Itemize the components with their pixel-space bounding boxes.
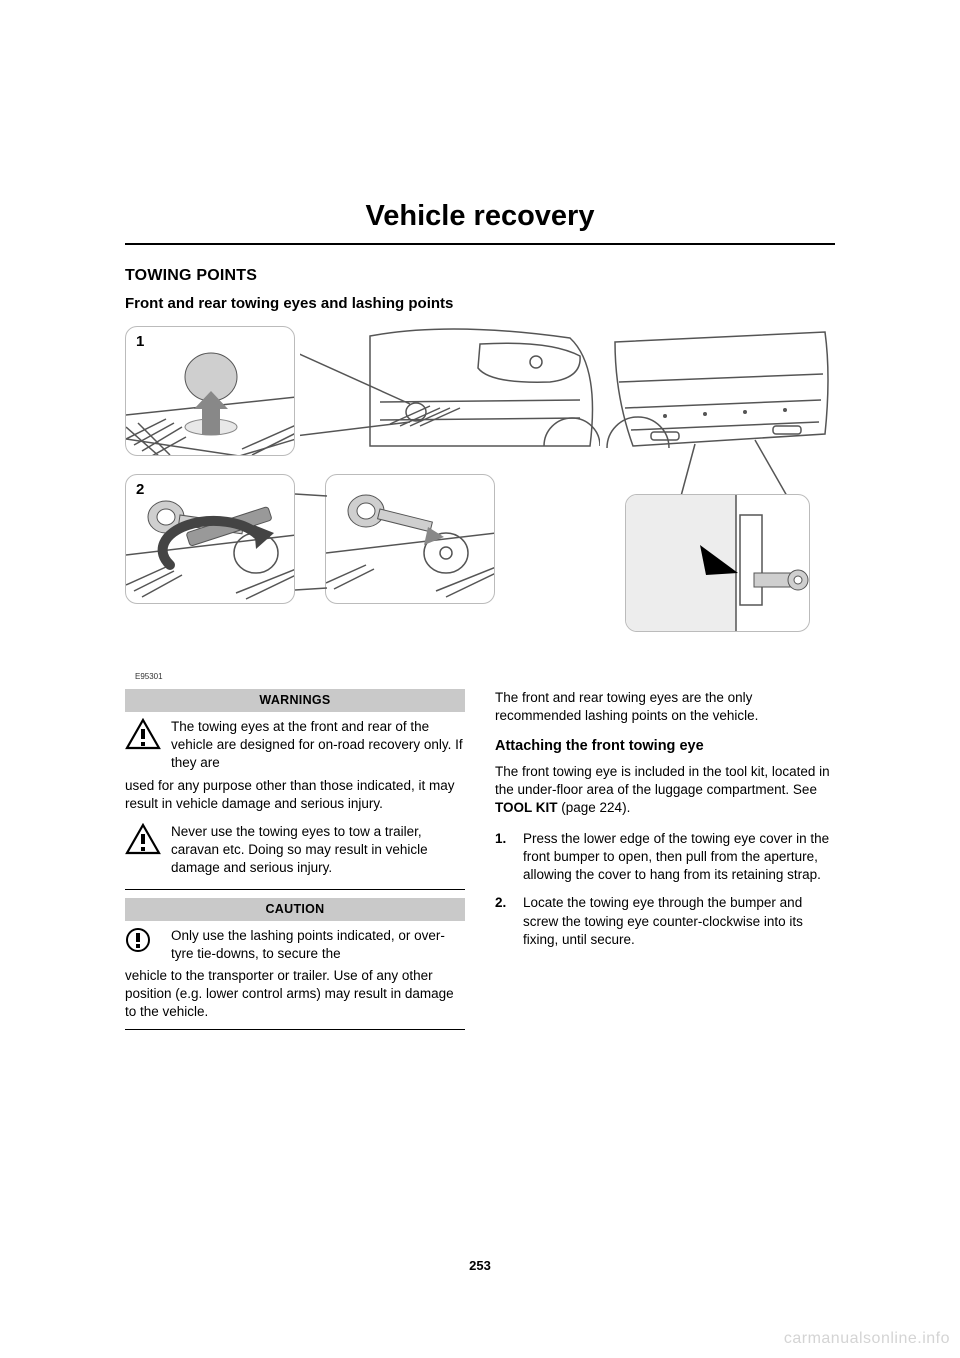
- watermark: carmanualsonline.info: [784, 1330, 950, 1348]
- left-column: WARNINGS The towing eyes at the front an…: [125, 689, 465, 1030]
- drawing-panel2: [126, 475, 295, 604]
- chapter-title: Vehicle recovery: [125, 200, 835, 245]
- figure-number-1: 1: [136, 333, 144, 350]
- warning-2-text: Never use the towing eyes to tow a trail…: [171, 823, 465, 878]
- drawing-panel3: [326, 475, 495, 604]
- figure-panel-2: 2: [125, 474, 295, 604]
- section-title: TOWING POINTS: [125, 267, 835, 285]
- warning-1-wrap: used for any purpose other than those in…: [125, 777, 465, 813]
- page-number: 253: [0, 1258, 960, 1273]
- caution-1: Only use the lashing points indicated, o…: [125, 927, 465, 963]
- attach-body-post: (page 224).: [558, 800, 631, 815]
- intro-paragraph: The front and rear towing eyes are the o…: [495, 689, 835, 725]
- attach-body-pre: The front towing eye is included in the …: [495, 764, 830, 797]
- step-1: 1. Press the lower edge of the towing ey…: [495, 830, 835, 885]
- warning-2: Never use the towing eyes to tow a trail…: [125, 823, 465, 878]
- caution-circle-icon: [125, 927, 161, 953]
- attach-body: The front towing eye is included in the …: [495, 763, 835, 818]
- figure-number-2: 2: [136, 481, 144, 498]
- warn-triangle-icon: [125, 718, 161, 750]
- step-2-num: 2.: [495, 894, 511, 949]
- drawing-front-bumper: [300, 326, 600, 466]
- warning-1: The towing eyes at the front and rear of…: [125, 718, 465, 773]
- caution-wrap: vehicle to the transporter or trailer. U…: [125, 967, 465, 1022]
- drawing-panel4: [626, 495, 810, 632]
- warning-1-lead: The towing eyes at the front and rear of…: [171, 718, 465, 773]
- figure-panel-4: [625, 494, 810, 632]
- warnings-header: WARNINGS: [125, 689, 465, 712]
- figure-panel-1: 1: [125, 326, 295, 456]
- step-2: 2. Locate the towing eye through the bum…: [495, 894, 835, 949]
- projection-lines: [293, 474, 333, 614]
- figure-reference: E95301: [135, 672, 835, 681]
- caution-header: CAUTION: [125, 898, 465, 921]
- warn-triangle-icon: [125, 823, 161, 855]
- step-1-num: 1.: [495, 830, 511, 885]
- right-column: The front and rear towing eyes are the o…: [495, 689, 835, 1030]
- figure-row: 1: [125, 326, 835, 666]
- attach-body-bold: TOOL KIT: [495, 800, 558, 815]
- step-1-text: Press the lower edge of the towing eye c…: [523, 830, 835, 885]
- drawing-rear-vehicle: [605, 326, 835, 516]
- attach-heading: Attaching the front towing eye: [495, 737, 835, 757]
- subsection-title: Front and rear towing eyes and lashing p…: [125, 295, 835, 312]
- caution-lead: Only use the lashing points indicated, o…: [171, 927, 465, 963]
- manual-page: Vehicle recovery TOWING POINTS Front and…: [0, 0, 960, 1358]
- figure-panel-3: [325, 474, 495, 604]
- step-2-text: Locate the towing eye through the bumper…: [523, 894, 835, 949]
- text-columns: WARNINGS The towing eyes at the front an…: [125, 689, 835, 1030]
- drawing-panel1: [126, 327, 295, 456]
